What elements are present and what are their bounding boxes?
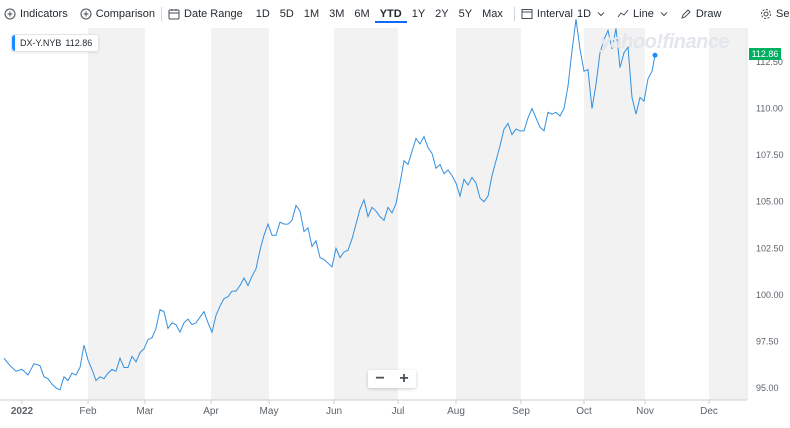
y-tick-label: 110.00 [756,104,783,114]
gear-icon [760,8,772,20]
symbol-legend[interactable]: DX-Y.NYB 112.86 [11,34,100,52]
add-circle-icon [80,8,92,20]
legend-color-bar [12,35,15,51]
y-tick-label: 100.00 [756,290,784,300]
range-button-3m[interactable]: 3M [329,8,345,20]
draw-button[interactable]: Draw [680,8,722,20]
chart-toolbar: Indicators Comparison Date Range 1D 5D 1M 3… [0,0,790,28]
zoom-in-button[interactable]: + [399,370,409,387]
y-tick-label: 95.00 [756,383,779,393]
zoom-controls: − + [368,370,416,388]
date-range-button[interactable]: Date Range [168,8,243,20]
toolbar-divider [161,7,163,21]
chevron-down-icon [658,8,670,20]
month-band [211,28,269,400]
add-circle-icon [4,8,16,20]
interval-label: Interval [536,8,573,20]
x-tick-label: Jun [326,406,342,417]
range-button-5y[interactable]: 5Y [458,8,473,20]
date-range-label: Date Range [184,8,243,20]
interval-value: 1D [576,8,592,20]
range-button-ytd[interactable]: YTD [374,8,407,23]
draw-label: Draw [695,8,722,20]
comparison-button[interactable]: Comparison [80,8,155,20]
x-tick-label: Oct [576,406,592,417]
legend-value: 112.86 [65,38,93,48]
range-selector: 1D 5D 1M 3M 6M YTD 1Y 2Y 5Y Max [251,8,508,23]
last-price-marker [652,52,658,58]
x-tick-label: Aug [447,406,465,417]
x-tick-label: Nov [636,406,654,417]
range-button-max[interactable]: Max [482,8,503,20]
range-button-1y[interactable]: 1Y [411,8,426,20]
indicators-button[interactable]: Indicators [4,8,68,20]
x-tick-label: Feb [79,406,97,417]
legend-symbol: DX-Y.NYB [20,38,62,48]
month-band [709,28,747,400]
interval-icon [521,8,533,20]
y-tick-label: 112.50 [756,57,783,67]
chevron-down-icon [595,8,607,20]
month-band [334,28,398,400]
month-band [88,28,145,400]
interval-button[interactable]: Interval 1D [521,8,607,20]
month-band [456,28,521,400]
current-price-tag: 112.86 [749,48,781,60]
chart-type-label: Line [633,8,654,20]
comparison-label: Comparison [95,8,156,20]
range-button-1d[interactable]: 1D [255,8,270,20]
range-button-5d[interactable]: 5D [279,8,294,20]
indicators-label: Indicators [20,8,68,20]
x-tick-label: Jul [392,406,405,417]
zoom-out-button[interactable]: − [375,370,385,387]
series-line [3,19,656,391]
range-button-2y[interactable]: 2Y [435,8,449,20]
pencil-icon [680,8,692,20]
line-chart-icon [617,8,629,20]
range-button-6m[interactable]: 6M [354,8,370,20]
yahoo-finance-watermark: yahoo!finance [600,31,730,53]
x-tick-label: Apr [203,406,219,417]
x-tick-label: Sep [512,406,530,417]
y-tick-label: 107.50 [756,150,784,160]
y-tick-label: 105.00 [756,197,784,207]
x-tick-label: 2022 [11,406,34,417]
chart-type-button[interactable]: Line [617,8,670,20]
x-tick-label: Mar [136,406,154,417]
y-tick-label: 97.50 [756,336,779,346]
y-tick-label: 102.50 [756,243,784,253]
settings-button[interactable]: Se [760,8,789,20]
x-tick-label: May [260,406,279,417]
calendar-icon [168,8,180,20]
settings-label: Se [776,8,790,20]
x-tick-label: Dec [700,406,718,417]
range-button-1m[interactable]: 1M [303,8,320,20]
toolbar-divider [513,7,515,21]
month-band [584,28,645,400]
